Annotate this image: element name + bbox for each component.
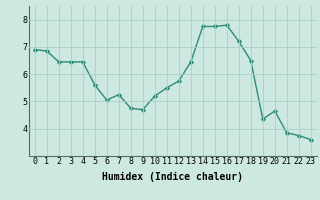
X-axis label: Humidex (Indice chaleur): Humidex (Indice chaleur): [102, 172, 243, 182]
